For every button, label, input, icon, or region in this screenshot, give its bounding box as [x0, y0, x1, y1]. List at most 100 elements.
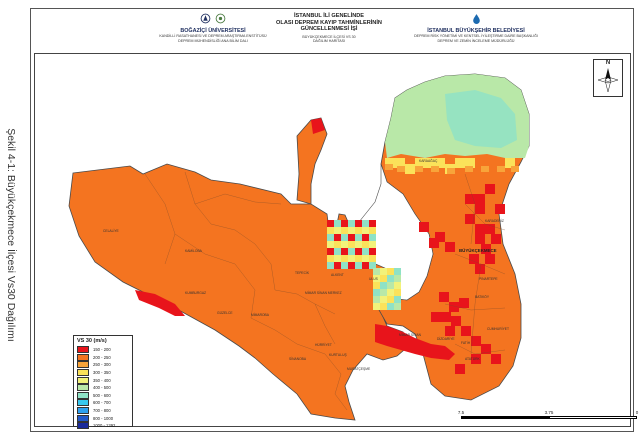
compass-icon [597, 68, 619, 93]
map-sheet: BOĞAZİÇİ ÜNİVERSİTESİ KANDİLLİ RASATHANE… [30, 8, 638, 432]
legend-swatch [77, 399, 89, 407]
vs30-cell-mixed [362, 234, 369, 241]
north-arrow-label: N [605, 60, 611, 66]
label-mimaroba: MİMAROBA [251, 312, 270, 317]
vs30-cell-yellow [395, 158, 405, 168]
vs30-cell-red [491, 354, 501, 364]
vs30-cell-mixed [327, 255, 334, 262]
municipality-logo-icon [472, 14, 480, 24]
scale-label-left: 7.5 [457, 410, 465, 415]
legend-label: 500 - 600 [93, 392, 111, 398]
legend-item: 150 - 200 [77, 346, 129, 354]
vs30-cell-mixed [373, 289, 380, 296]
vs30-map: KARAAĞAÇ BÜYÜKÇEKMECE ALKENT ULUS MİMAR … [68, 73, 530, 421]
vs30-cell-mixed [355, 234, 362, 241]
legend-label: 700 - 800 [93, 408, 111, 414]
label-pinartepe: PINARTEPE [479, 277, 498, 281]
municipality-name: İSTANBUL BÜYÜKŞEHİR BELEDİYESİ [427, 28, 525, 34]
header-center: İSTANBUL İLİ GENELİNDE OLASI DEPREM KAYI… [263, 13, 395, 44]
label-cumhuriyet: CUMHURİYET [487, 326, 509, 331]
scale-label-mid: 3.75 [544, 410, 554, 415]
vs30-cell-red [481, 344, 491, 354]
legend-label: 800 - 1000 [93, 415, 114, 421]
label-karacag: KARAAĞAÇ [419, 158, 438, 163]
vs30-cell-red [485, 224, 495, 234]
vs30-zone-red-coast [375, 324, 455, 360]
vs30-cell-mixed [373, 303, 380, 310]
vs30-cell-red [471, 354, 481, 364]
vs30-cell-mixed [387, 282, 394, 289]
north-spit-area [296, 117, 328, 205]
vs30-cell-yellow [505, 158, 515, 168]
vs30-cell-yellow [425, 158, 435, 168]
vs30-cell-light-orange [397, 166, 405, 172]
label-karadeniz: KARADENİZ [485, 218, 504, 223]
vs30-cell-mixed [355, 220, 362, 227]
legend-item: 700 - 800 [77, 407, 129, 415]
vs30-cell-mixed [362, 262, 369, 269]
vs30-cell-mixed [373, 275, 380, 282]
vs30-cell-mixed [380, 275, 387, 282]
vs30-cell-red [465, 194, 475, 204]
vs30-cell-red [485, 254, 495, 264]
vs30-cell-red [475, 224, 485, 234]
vs30-cell-mixed [369, 227, 376, 234]
vs30-cell-mixed [369, 234, 376, 241]
vs30-cell-red [449, 302, 459, 312]
legend-label: 350 - 400 [93, 377, 111, 383]
vs30-cell-red [445, 242, 455, 252]
vs30-cell-mixed [327, 227, 334, 234]
project-title-line3: GÜNCELLENMESİ İŞİ [300, 26, 358, 33]
vs30-zone-red-southwest [135, 290, 185, 316]
legend-title: VS 30 (m/s) [77, 338, 107, 344]
vs30-cell-mixed [373, 296, 380, 303]
vs30-cell-mixed [341, 262, 348, 269]
legend-item: 800 - 1000 [77, 414, 129, 422]
vs30-cell-red [475, 194, 485, 204]
vs30-cell-mixed [369, 241, 376, 248]
vs30-cell-mixed [394, 275, 401, 282]
vs30-cell-red [485, 184, 495, 194]
legend-label: 1000 - 1392 [93, 423, 116, 429]
vs30-cell-mixed [373, 268, 380, 275]
figure-caption: Şekil 4-1: Büyükçekmece İlçesi Vs30 Dağı… [0, 32, 22, 438]
legend-item: 500 - 600 [77, 391, 129, 400]
vs30-cells-mixed [327, 220, 401, 310]
vs30-cell-red [445, 326, 455, 336]
vs30-cell-red [439, 292, 449, 302]
vs30-cell-red [475, 264, 485, 274]
figure-caption-text: Şekil 4-1: Büyükçekmece İlçesi Vs30 Dağı… [5, 128, 17, 342]
vs30-cell-red [419, 222, 429, 232]
vs30-cell-mixed [334, 220, 341, 227]
scale-bar: 7.5 3.75 0 Km [451, 410, 640, 425]
place-labels: KARAAĞAÇ BÜYÜKÇEKMECE ALKENT ULUS MİMAR … [103, 158, 509, 371]
vs30-cell-mixed [348, 220, 355, 227]
observatory-logo-icon [215, 13, 226, 24]
neighbourhood-boundaries [144, 171, 506, 411]
label-alkent: ALKENT [331, 273, 344, 277]
label-guzelce: GÜZELCE [217, 311, 233, 315]
vs30-cell-red [459, 298, 469, 308]
vs30-cell-red [455, 364, 465, 374]
vs30-cell-mixed [369, 248, 376, 255]
legend-swatch [77, 353, 89, 361]
project-title-line1: İSTANBUL İLİ GENELİNDE [293, 13, 365, 19]
legend-item: 1000 - 1392 [77, 422, 129, 430]
label-sinanoba: SİNANOBA [289, 356, 307, 361]
vs30-cell-yellow [385, 158, 395, 168]
vs30-cell-light-orange [511, 166, 519, 172]
map-legend: VS 30 (m/s) 150 - 200 200 - 250 250 - 300 3… [73, 335, 133, 430]
header-right: İSTANBUL BÜYÜKŞEHİR BELEDİYESİ DEPREM Rİ… [401, 13, 551, 43]
vs30-cell-mixed [369, 255, 376, 262]
label-hurriyet: HÜRRİYET [315, 342, 332, 347]
vs30-cell-mixed [394, 289, 401, 296]
vs30-cell-light-orange [415, 166, 423, 172]
legend-label: 250 - 300 [93, 362, 111, 368]
legend-item: 200 - 250 [77, 353, 129, 362]
legend-swatch [77, 422, 89, 430]
vs30-cell-mixed [387, 303, 394, 310]
label-mimar-sinan: MİMAR SİNAN [399, 332, 422, 337]
label-dizdariye: DİZDARİYE [437, 336, 455, 341]
vs30-cell-red [441, 312, 451, 322]
legend-swatch [77, 369, 89, 377]
